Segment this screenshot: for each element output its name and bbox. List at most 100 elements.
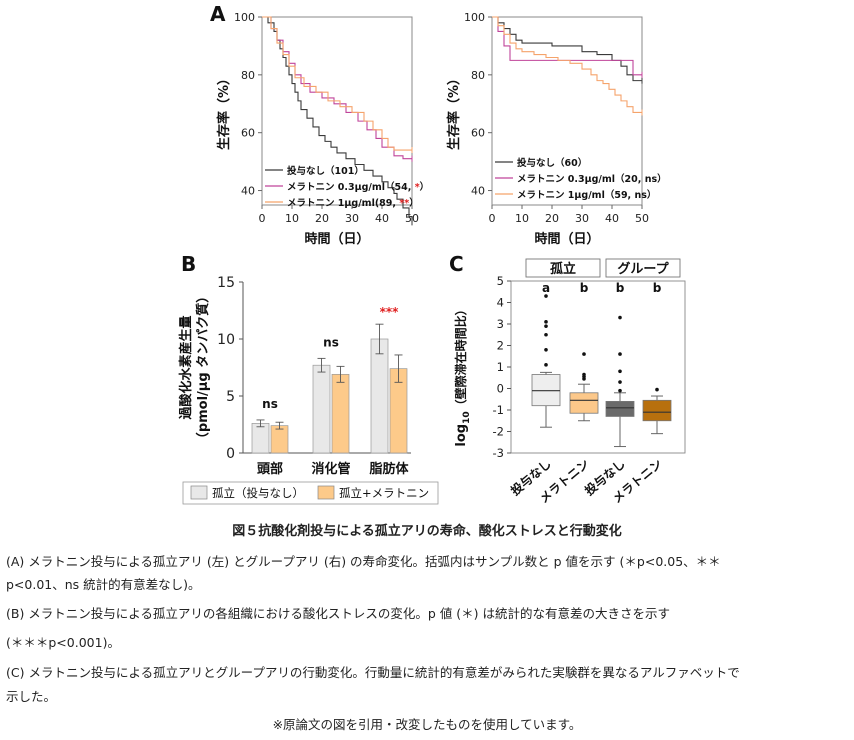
panel-a-isolated-x-tick-label: 30 [345, 212, 359, 225]
panel-a-group-y-tick-label: 40 [471, 185, 485, 198]
panel-c-letter: b [653, 281, 662, 295]
panel-a-group-legend-label: 投与なし（60） [517, 157, 587, 169]
panel-c-y-tick-label: 1 [497, 360, 504, 374]
panel-a-isolated-y-axis-label: 生存率（%） [216, 72, 232, 150]
panel-c-outlier [618, 352, 622, 356]
panel-c-outlier [544, 332, 548, 337]
panel-a-isolated-y-tick-label: 80 [241, 69, 255, 82]
panel-a-group-x-tick-label: 10 [515, 212, 529, 225]
panel-c-outlier [618, 388, 622, 393]
panel-c-y-axis-label: log10（壁際滞在時間比） [453, 303, 472, 446]
panel-a-group-x-tick-label: 30 [575, 212, 589, 225]
panel-c-outlier [618, 369, 622, 374]
panel-a-isolated-legend-label: メラトニン 0.3μg/ml（54, *） [287, 181, 429, 193]
panel-a-group-y-tick-label: 80 [471, 69, 485, 82]
panel-b-y-tick-label: 0 [226, 446, 235, 462]
panel-c-y-tick-label: 4 [497, 296, 504, 310]
panel-a-isolated-series-line [262, 16, 412, 160]
panel-a-group-y-tick-label: 60 [471, 127, 485, 140]
panel-c-letter: b [580, 281, 589, 295]
panel-c-group-header: グループ [617, 261, 669, 277]
panel-c-y-tick-label: 2 [497, 339, 504, 353]
panel-c-outlier [544, 324, 548, 328]
caption-b-line1: (B) メラトニン投与による孤立アリの各組織における酸化ストレスの変化。p 値 … [6, 606, 671, 621]
panel-b-bar [251, 423, 270, 454]
panel-b-category-label: 脂肪体 [368, 461, 409, 477]
panel-b-y-tick-label: 10 [217, 332, 235, 348]
panel-a-isolated-y-tick-label: 40 [241, 185, 255, 198]
panel-c-outlier [544, 363, 548, 367]
panel-a-isolated-x-tick-label: 20 [315, 212, 329, 225]
caption-c-line2: 示した。 [6, 689, 57, 704]
panel-b-legend-swatch [190, 485, 208, 500]
panel-a-isolated-legend-label: メラトニン 1μg/ml(89, **） [287, 197, 419, 209]
panel-c-letter: b [616, 281, 625, 295]
panel-b-legend-box [182, 481, 439, 505]
panel-c-outlier [544, 294, 548, 298]
caption-b-line2: (＊＊＊p<0.001)。 [6, 635, 120, 650]
panel-a-isolated-x-tick-label: 0 [259, 212, 266, 225]
panel-c-y-tick-label: -2 [493, 425, 504, 439]
panel-b-bar [331, 373, 350, 454]
panel-a-group-x-tick-label: 20 [545, 212, 559, 225]
panel-c-y-axis-log: log [454, 424, 469, 447]
panel-b-panel-label: B [181, 252, 196, 276]
panel-c-y-axis-subscript: 10 [462, 411, 472, 424]
source-note: ※原論文の図を引用・改変したものを使用しています。 [272, 717, 582, 732]
panel-c-letter: a [542, 281, 550, 295]
panel-c-y-tick-label: -1 [493, 403, 504, 417]
panel-c-box [642, 399, 672, 422]
panel-a-isolated-chart: 0 10 20 30 40 50406080100時間（日）生存率（%）投与なし（101）… [210, 2, 429, 247]
panel-a-group-legend-label: メラトニン 0.3μg/ml（20, ns） [517, 173, 667, 185]
panel-b-significance: *** [380, 305, 400, 319]
panel-c-outlier [544, 320, 548, 324]
panel-c-outlier [655, 387, 659, 392]
panel-b-category-label: 消化管 [311, 461, 350, 477]
caption-c-line1: (C) メラトニン投与による孤立アリとグループアリの行動変化。行動量に統計的有意… [6, 665, 740, 680]
figure-area: 0 10 20 30 40 50406080100時間（日）生存率（%）投与なし（101）… [178, 2, 686, 506]
panel-a-group-legend-label: メラトニン 1μg/ml（59, ns） [517, 189, 656, 201]
panel-c-group-header-box [605, 258, 681, 278]
panel-a-isolated-x-axis-label: 時間（日） [304, 231, 369, 247]
panel-a-isolated-x-tick-label: 10 [285, 212, 299, 225]
panel-a-isolated-legend-stars: * [415, 182, 420, 193]
panel-a-group-series-line [492, 16, 642, 113]
panel-b-legend-label: 孤立（投与なし） [212, 486, 304, 500]
panel-c-y-tick-label: 3 [497, 317, 504, 331]
panel-b-y-axis-label: 過酸化水素産生量 [178, 315, 194, 420]
panel-b-significance: ns [323, 335, 339, 349]
panel-b-y-tick-label: 15 [217, 275, 235, 291]
panel-b-bar [270, 425, 289, 454]
panel-a-group-chart: 0 10 20 30 40 50 40 60 80 100 時間（日） 生存率（%） 投与なし（60） メ… [446, 11, 667, 247]
caption-a-line2: p<0.01、ns 統計的有意差なし)。 [6, 577, 201, 592]
panel-b-significance: ns [262, 397, 278, 411]
panel-c-y-tick-label: -3 [493, 446, 504, 460]
panel-b-bar [312, 364, 331, 454]
panel-a-group-x-axis-label: 時間（日） [534, 231, 599, 247]
panel-a-group-y-axis-label: 生存率（%） [446, 72, 462, 150]
panel-a-group-series-line [492, 16, 642, 76]
panel-a-isolated-y-tick-label: 100 [234, 11, 255, 24]
panel-a-isolated-panel-label: A [210, 2, 226, 26]
panel-a-isolated-frame [261, 16, 413, 206]
panel-b-y-axis-unit: （pmol/μg タンパク質） [195, 290, 211, 445]
panel-a-isolated-legend-label: 投与なし（101） [287, 165, 364, 177]
panel-a-group-y-tick-label: 100 [464, 11, 485, 24]
panel-a-isolated-x-tick-label: 40 [375, 212, 389, 225]
panel-a-group-x-tick-label: 50 [635, 212, 649, 225]
panel-b-legend-label: 孤立+メラトニン [339, 486, 429, 500]
panel-c-outlier [618, 380, 622, 384]
panel-a-group-x-tick-label: 0 [489, 212, 496, 225]
figure-caption-title: 図５抗酸化剤投与による孤立アリの寿命、酸化ストレスと行動変化 [232, 524, 622, 539]
panel-c-panel-label: C [449, 252, 464, 276]
panel-c-group-header-box [525, 258, 601, 278]
panel-c-y-tick-label: 0 [497, 382, 504, 396]
panel-a-group-series-line [492, 16, 642, 82]
panel-c-y-axis-rest: （壁際滞在時間比） [453, 303, 468, 411]
panel-c-frame [510, 280, 686, 454]
panel-c-outlier [582, 372, 586, 377]
panel-a-isolated-legend-close: ） [409, 197, 419, 209]
panel-b-category-label: 頭部 [257, 461, 283, 477]
panel-a-isolated-legend-close: ） [420, 181, 430, 193]
panel-c-outlier [544, 348, 548, 352]
